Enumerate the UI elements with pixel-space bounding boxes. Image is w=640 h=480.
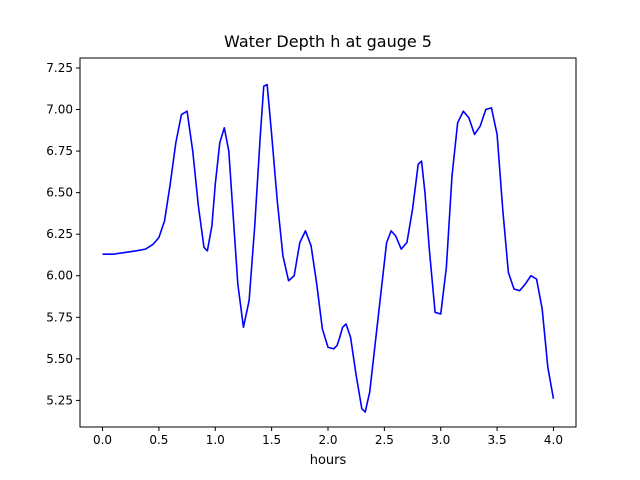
- x-tick-label: 1.5: [262, 433, 281, 447]
- x-tick-label: 3.0: [431, 433, 450, 447]
- x-tick-label: 2.5: [375, 433, 394, 447]
- x-tick-label: 3.5: [488, 433, 507, 447]
- y-tick-label: 6.75: [46, 144, 73, 158]
- y-tick-label: 7.25: [46, 61, 73, 75]
- x-tick-label: 4.0: [544, 433, 563, 447]
- y-tick-label: 5.25: [46, 393, 73, 407]
- x-axis-label: hours: [309, 453, 347, 468]
- x-tick-label: 0.5: [149, 433, 168, 447]
- x-tick-label: 2.0: [318, 433, 337, 447]
- x-tick-label: 0.0: [93, 433, 112, 447]
- y-tick-label: 7.00: [46, 103, 73, 117]
- y-tick-label: 5.75: [46, 310, 73, 324]
- x-tick-label: 1.0: [206, 433, 225, 447]
- chart-title: Water Depth h at gauge 5: [224, 32, 432, 51]
- y-tick-label: 6.25: [46, 227, 73, 241]
- y-tick-label: 5.50: [46, 352, 73, 366]
- series-line-0: [102, 83, 555, 413]
- y-tick-label: 6.50: [46, 186, 73, 200]
- y-tick-label: 6.00: [46, 269, 73, 283]
